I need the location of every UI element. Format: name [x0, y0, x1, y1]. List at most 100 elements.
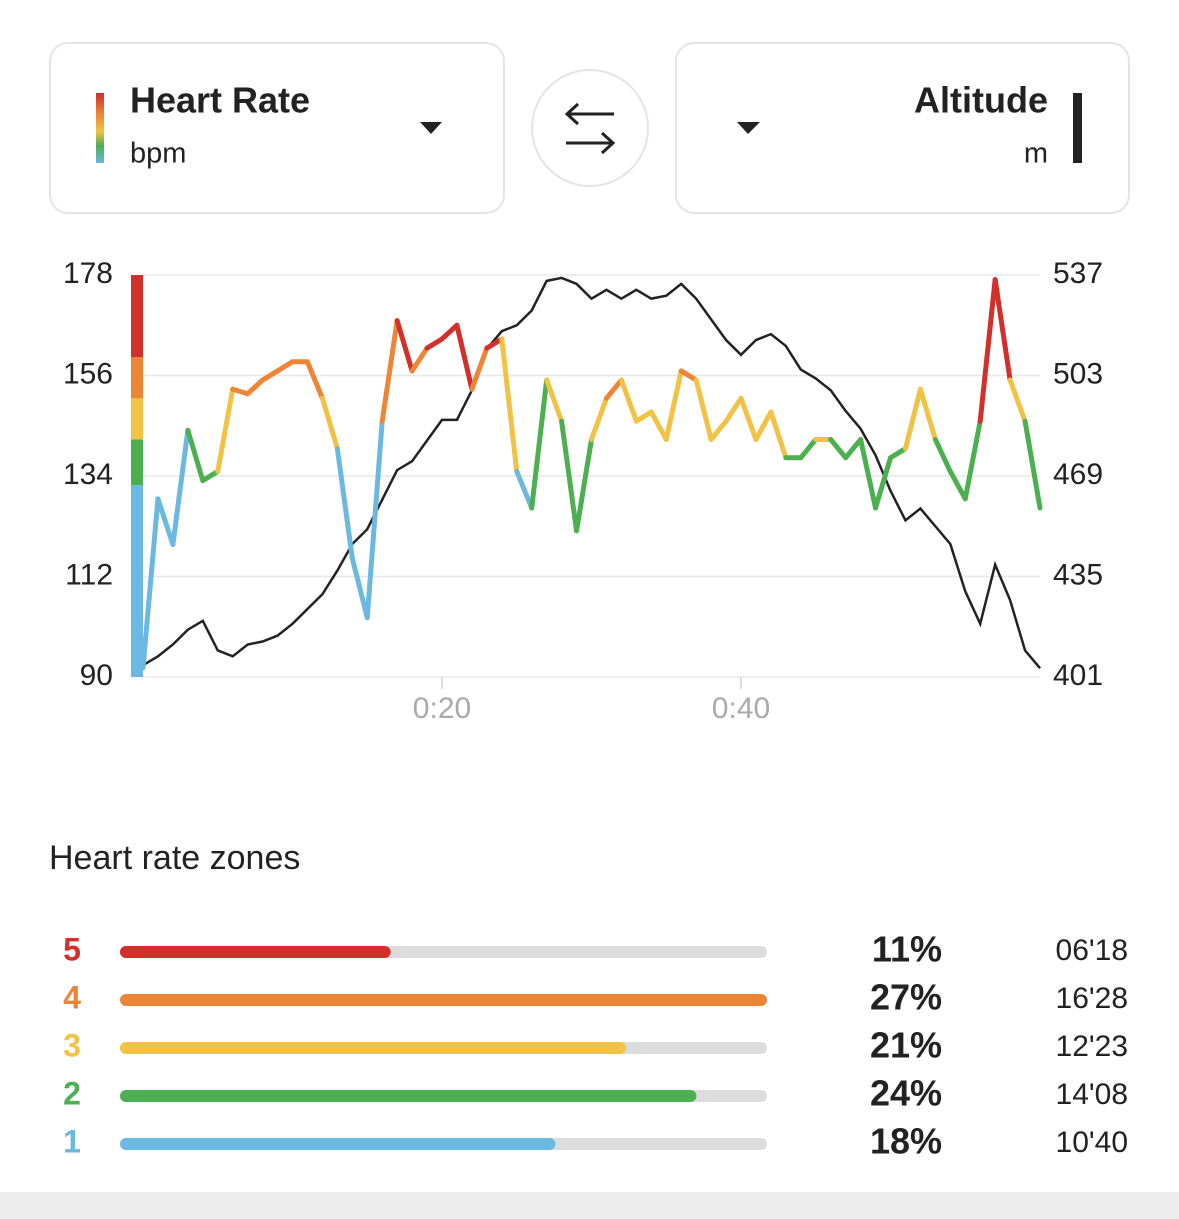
right-title: Altitude — [914, 80, 1048, 121]
hr-segment — [768, 409, 789, 461]
hr-segment — [753, 409, 774, 442]
hr-segment — [379, 318, 400, 424]
hr-segment — [514, 468, 535, 511]
hr-segment — [618, 377, 639, 424]
hr-segment — [454, 322, 475, 392]
hr-segment — [633, 409, 654, 424]
hr-segment — [1007, 377, 1028, 424]
zone-number: 5 — [63, 931, 81, 967]
zone-percent: 11% — [872, 929, 942, 970]
zone-time: 12'23 — [1056, 1030, 1128, 1063]
hr-segment — [155, 496, 176, 548]
left-selector[interactable] — [49, 42, 505, 214]
hr-segment — [693, 377, 714, 442]
hr-segment — [215, 386, 236, 474]
dropdown-arrow[interactable] — [420, 122, 442, 134]
zone-percent: 18% — [870, 1121, 942, 1162]
hr-segment — [738, 395, 759, 442]
y-tick-label: 134 — [63, 458, 113, 491]
zone-number: 2 — [63, 1075, 81, 1111]
right-selector[interactable] — [675, 42, 1130, 214]
zone-number: 1 — [63, 1123, 81, 1159]
y-tick-label: 178 — [63, 257, 113, 290]
hr-segment — [469, 345, 490, 392]
hr-segment — [364, 418, 385, 621]
hr-segment — [334, 446, 355, 561]
hr-segment — [304, 359, 325, 401]
y2-tick-label: 401 — [1053, 659, 1103, 692]
y2-tick-label: 503 — [1053, 357, 1103, 390]
hr-segment — [140, 496, 161, 671]
alt-icon — [1073, 93, 1082, 163]
hr-segment — [185, 427, 206, 484]
hr-segment — [230, 386, 251, 397]
zone-percent: 24% — [870, 1073, 942, 1114]
hr-segment — [170, 427, 191, 548]
hr-segment — [873, 455, 893, 511]
hr-segment — [723, 395, 744, 424]
y-tick-label: 90 — [80, 659, 113, 692]
bottom-band — [0, 1192, 1179, 1219]
hr-segment — [843, 436, 864, 461]
hr-segment — [394, 318, 415, 374]
hr-segment — [902, 386, 923, 452]
hr-segment — [603, 377, 624, 401]
hr-segment — [574, 436, 594, 534]
hr-segment — [484, 336, 505, 351]
hr-segment — [663, 368, 684, 442]
hr-segment — [529, 377, 550, 511]
zone-time: 14'08 — [1056, 1078, 1128, 1111]
hr-segment — [992, 277, 1013, 383]
hr-segment — [559, 418, 580, 534]
hr-segment — [349, 555, 370, 621]
swap-icon — [564, 102, 616, 155]
hr-segment — [932, 436, 953, 474]
y2-tick-label: 435 — [1053, 558, 1103, 591]
zone-band — [131, 275, 143, 358]
zone-time: 16'28 — [1056, 982, 1128, 1015]
y-tick-label: 156 — [63, 357, 113, 390]
hr-segment — [648, 409, 669, 442]
zone-number: 3 — [63, 1027, 81, 1063]
hr-segment — [977, 277, 998, 424]
hr-segment — [439, 322, 460, 342]
hr-segment — [962, 418, 983, 502]
hr-segment — [947, 468, 968, 502]
hr-segment — [275, 359, 295, 374]
hr-segment — [245, 377, 266, 397]
zone-band — [131, 485, 143, 677]
hr-segment — [260, 368, 281, 383]
hr-segment — [708, 418, 729, 442]
zone-band — [131, 357, 143, 399]
hr-segment — [319, 395, 340, 452]
swap-button[interactable] — [531, 69, 649, 187]
hr-segment — [678, 368, 699, 383]
hr-segment — [888, 446, 908, 461]
zone-band — [131, 398, 143, 440]
hr-icon — [96, 93, 104, 163]
y-tick-label: 112 — [65, 558, 113, 591]
x-tick-label: 0:20 — [413, 692, 471, 725]
zone-percent: 27% — [870, 977, 942, 1018]
hr-segment — [424, 336, 445, 351]
hr-segment — [858, 436, 879, 511]
x-tick-label: 0:40 — [712, 692, 770, 725]
hr-segment — [798, 436, 819, 461]
zone-time: 06'18 — [1056, 934, 1128, 967]
hr-segment — [828, 436, 849, 461]
altitude-line — [142, 276, 1041, 669]
hr-segment — [917, 386, 938, 442]
zone-band — [131, 439, 143, 486]
hr-segment — [200, 468, 221, 484]
y2-tick-label: 537 — [1053, 257, 1103, 290]
left-title: Heart Rate — [130, 80, 310, 121]
right-unit: m — [1024, 138, 1048, 170]
zone-number: 4 — [63, 979, 81, 1015]
dropdown-arrow[interactable] — [737, 122, 760, 134]
hr-segment — [499, 336, 520, 474]
hr-segment — [589, 395, 609, 442]
hr-segment — [409, 345, 430, 374]
hr-segment — [1022, 418, 1043, 511]
